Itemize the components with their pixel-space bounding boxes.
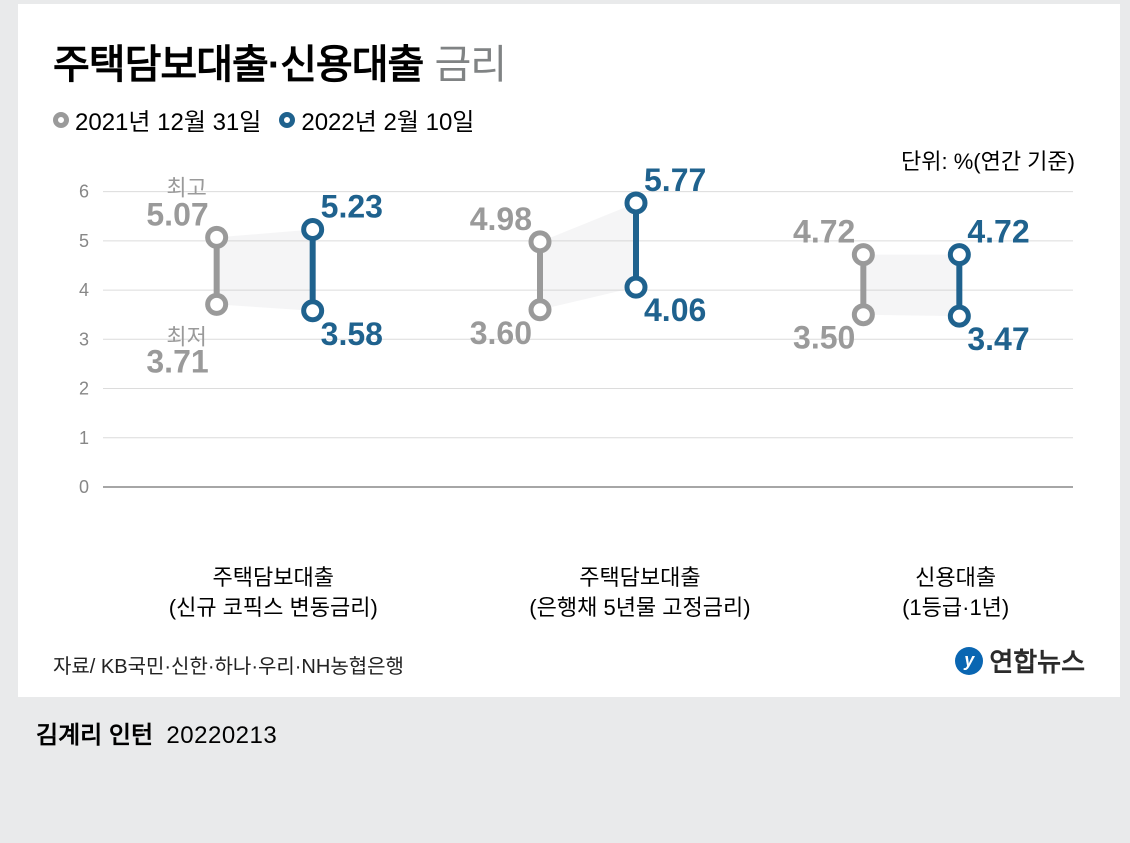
byline-date: 20220213 [166, 722, 277, 749]
svg-text:4: 4 [79, 280, 89, 300]
svg-text:3.71: 3.71 [146, 343, 208, 379]
title-bold: 주택담보대출·신용대출 [53, 43, 423, 87]
svg-text:5.07: 5.07 [146, 196, 208, 232]
logo-text: 연합뉴스 [989, 642, 1085, 679]
source-label: 자료/ KB국민·신한·하나·우리·NH농협은행 [53, 650, 1085, 679]
chart-card: 주택담보대출·신용대출 금리 2021년 12월 31일 2022년 2월 10… [18, 4, 1120, 697]
byline: 김계리 인턴 20220213 [36, 715, 1120, 750]
svg-text:3: 3 [79, 329, 89, 349]
svg-text:0: 0 [79, 477, 89, 497]
svg-text:3.60: 3.60 [470, 315, 532, 351]
publisher-logo: y 연합뉴스 [955, 642, 1085, 679]
svg-text:2: 2 [79, 379, 89, 399]
legend-marker-period2 [279, 112, 295, 128]
byline-author: 김계리 인턴 [36, 722, 153, 749]
legend-label-period2: 2022년 2월 10일 [301, 102, 474, 137]
svg-text:4.06: 4.06 [644, 292, 706, 328]
svg-text:5.77: 5.77 [644, 162, 706, 198]
category-labels: 주택담보대출(신규 코픽스 변동금리) 주택담보대출(은행채 5년물 고정금리) 신… [53, 557, 1085, 622]
legend: 2021년 12월 31일 2022년 2월 10일 [53, 102, 1085, 137]
category-label: 주택담보대출(은행채 5년물 고정금리) [529, 563, 750, 622]
legend-marker-period1 [53, 112, 69, 128]
title-thin: 금리 [434, 43, 506, 87]
chart-svg: 0123456최고최저5.073.715.233.584.983.605.774… [53, 147, 1073, 517]
svg-text:3.47: 3.47 [967, 321, 1029, 357]
svg-text:5.23: 5.23 [321, 189, 383, 225]
category-label: 주택담보대출(신규 코픽스 변동금리) [169, 563, 378, 622]
svg-text:4.98: 4.98 [470, 201, 532, 237]
svg-text:4.72: 4.72 [967, 214, 1029, 250]
svg-text:6: 6 [79, 182, 89, 202]
svg-text:3.58: 3.58 [321, 316, 383, 352]
logo-icon: y [955, 647, 983, 675]
legend-label-period1: 2021년 12월 31일 [75, 102, 261, 137]
svg-text:3.50: 3.50 [793, 320, 855, 356]
svg-text:4.72: 4.72 [793, 214, 855, 250]
category-label: 신용대출(1등급·1년) [902, 563, 1009, 622]
svg-text:1: 1 [79, 428, 89, 448]
chart-area: 0123456최고최저5.073.715.233.584.983.605.774… [53, 147, 1085, 557]
chart-title: 주택담보대출·신용대출 금리 [53, 32, 1085, 90]
svg-text:5: 5 [79, 231, 89, 251]
